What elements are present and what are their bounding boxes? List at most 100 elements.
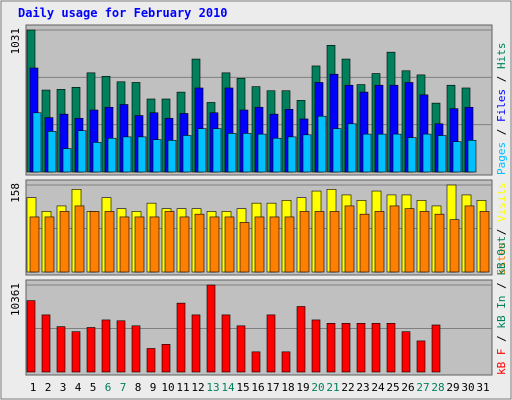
bar-sites-day-12 [194, 213, 205, 273]
x-tick-label-28: 28 [431, 381, 444, 394]
bar-kb-f-day-15 [236, 325, 246, 373]
bar-sites-day-25 [389, 205, 400, 273]
chart-panels: 1031 Pages / Files / Hits 158 Sites / Visit… [9, 24, 508, 376]
bar-sites-day-29 [449, 219, 460, 273]
x-tick-label-11: 11 [176, 381, 189, 394]
x-tick-label-27: 27 [416, 381, 429, 394]
panel-top: 1031 Pages / Files / Hits [9, 24, 508, 176]
x-tick-label-4: 4 [75, 381, 82, 394]
bar-pages-day-23 [362, 133, 372, 173]
bar-kb-f-day-8 [131, 325, 141, 373]
bar-kb-f-day-3 [56, 326, 66, 373]
legend-entry: kB In [495, 296, 508, 329]
bar-pages-day-27 [422, 133, 432, 173]
x-tick-label-5: 5 [90, 381, 97, 394]
bar-kb-f-day-28 [431, 324, 441, 373]
x-tick-label-10: 10 [161, 381, 174, 394]
bar-sites-day-4 [74, 205, 85, 273]
bar-kb-f-day-24 [371, 322, 381, 373]
bar-pages-day-2 [47, 131, 57, 173]
legend-entry: Hits [495, 43, 508, 70]
bar-pages-day-20 [317, 115, 327, 173]
bar-kb-f-day-26 [401, 331, 411, 373]
bar-pages-day-26 [407, 137, 417, 173]
bar-sites-day-10 [164, 211, 175, 273]
bar-kb-f-day-22 [341, 322, 351, 373]
x-tick-label-7: 7 [120, 381, 127, 394]
panel-legend: Sites / Visits [495, 182, 508, 275]
x-tick-label-17: 17 [266, 381, 279, 394]
x-tick-label-19: 19 [296, 381, 309, 394]
legend-entry: Files [495, 89, 508, 122]
bar-sites-day-14 [224, 216, 235, 273]
bar-pages-day-3 [62, 148, 72, 173]
bar-sites-day-2 [44, 216, 55, 273]
x-tick-label-8: 8 [135, 381, 142, 394]
x-tick-label-6: 6 [105, 381, 112, 394]
bar-sites-day-17 [269, 216, 280, 273]
x-tick-label-9: 9 [150, 381, 157, 394]
bar-sites-day-27 [419, 211, 430, 273]
bar-pages-day-15 [242, 133, 252, 173]
x-tick-label-18: 18 [281, 381, 294, 394]
bar-sites-day-8 [134, 216, 145, 273]
x-tick-label-24: 24 [371, 381, 385, 394]
bar-kb-f-day-12 [191, 314, 201, 373]
legend-entry: / [495, 122, 508, 142]
legend-entry: / [495, 69, 508, 89]
bar-sites-day-30 [464, 205, 475, 273]
bar-pages-day-11 [182, 135, 192, 173]
bar-pages-day-5 [92, 142, 102, 173]
bar-pages-day-22 [347, 123, 357, 173]
bar-sites-day-3 [59, 211, 70, 273]
bar-kb-f-day-14 [221, 314, 231, 373]
bar-pages-day-10 [167, 140, 177, 173]
bar-sites-day-5 [89, 211, 100, 273]
bar-kb-f-day-18 [281, 351, 291, 373]
bar-kb-f-day-6 [101, 319, 111, 373]
x-tick-label-20: 20 [311, 381, 324, 394]
panel-legend: Pages / Files / Hits [495, 43, 508, 176]
bar-sites-day-16 [254, 216, 265, 273]
bar-sites-day-24 [374, 211, 385, 273]
bar-sites-day-1 [29, 216, 40, 273]
bar-sites-day-21 [329, 211, 340, 273]
bar-kb-f-day-25 [386, 322, 396, 373]
x-tick-label-14: 14 [221, 381, 235, 394]
bar-pages-day-9 [152, 139, 162, 173]
bar-pages-day-7 [122, 136, 132, 173]
bar-kb-f-day-13 [206, 284, 216, 373]
bar-sites-day-23 [359, 213, 370, 273]
bar-pages-day-21 [332, 128, 342, 173]
legend-entry: kB Out [495, 236, 508, 276]
bar-sites-day-13 [209, 216, 220, 273]
bar-sites-day-19 [299, 211, 310, 273]
legend-entry: / [495, 276, 508, 296]
bar-sites-day-18 [284, 216, 295, 273]
bar-pages-day-6 [107, 137, 117, 173]
x-tick-label-1: 1 [30, 381, 37, 394]
y-max-label: 158 [9, 183, 22, 203]
bar-sites-day-22 [344, 205, 355, 273]
bar-kb-f-day-23 [356, 322, 366, 373]
legend-entry: / [495, 222, 508, 242]
x-tick-label-30: 30 [461, 381, 474, 394]
bar-pages-day-28 [437, 135, 447, 173]
bar-pages-day-19 [302, 134, 312, 173]
bar-sites-day-31 [479, 211, 490, 273]
bar-pages-day-30 [467, 140, 477, 173]
x-tick-label-15: 15 [236, 381, 249, 394]
bar-kb-f-day-10 [161, 343, 171, 373]
bar-kb-f-day-20 [311, 319, 321, 373]
bar-pages-day-29 [452, 141, 462, 173]
bar-pages-day-8 [137, 136, 147, 173]
y-max-label: 10361 [9, 283, 22, 316]
bar-kb-f-day-9 [146, 348, 156, 373]
x-tick-label-25: 25 [386, 381, 399, 394]
x-tick-label-31: 31 [476, 381, 489, 394]
x-tick-label-22: 22 [341, 381, 354, 394]
bar-pages-day-17 [272, 137, 282, 173]
legend-entry: kB F [495, 349, 508, 376]
x-tick-label-23: 23 [356, 381, 369, 394]
